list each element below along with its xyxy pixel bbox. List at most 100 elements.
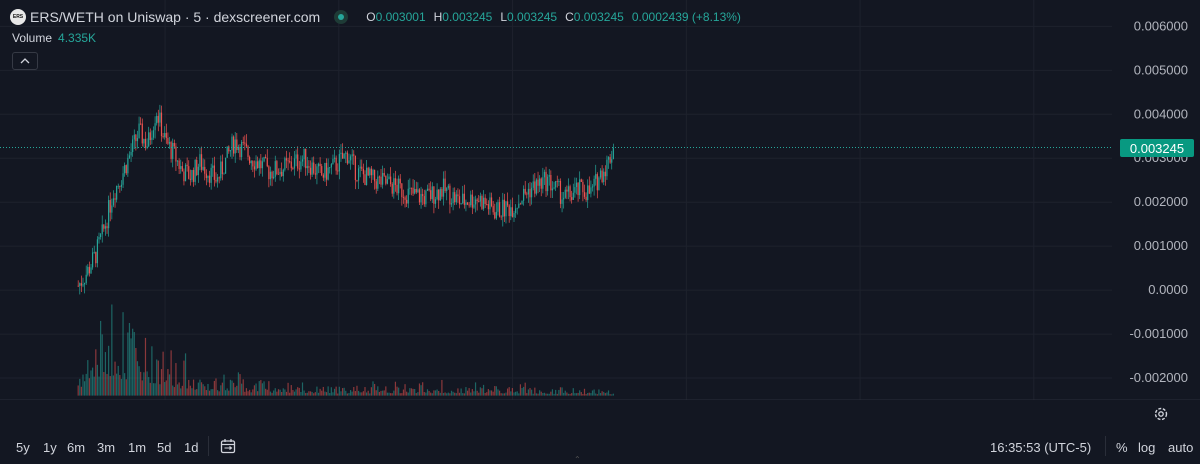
candle-body [208, 175, 211, 183]
candle-body [250, 161, 252, 164]
candle-body [178, 160, 180, 169]
volume-bar [337, 393, 339, 396]
timeframe-5y[interactable]: 5y [16, 440, 30, 455]
volume-bar [575, 393, 578, 396]
volume-bar [572, 388, 574, 396]
volume-bar [526, 393, 528, 396]
volume-bar [412, 388, 414, 396]
timeframe-5d[interactable]: 5d [157, 440, 172, 455]
volume-bar [599, 393, 602, 396]
candle-body [473, 204, 475, 208]
candle-body [588, 185, 590, 194]
volume-bar [356, 385, 358, 396]
candle-body [575, 182, 578, 188]
volume-bar [116, 373, 118, 396]
candle-body [508, 205, 510, 217]
timeframe-1d[interactable]: 1d [184, 440, 199, 455]
candle-body [335, 157, 337, 171]
candle-body [136, 138, 139, 142]
volume-bar [502, 393, 504, 396]
candle-body [382, 172, 384, 185]
y-tick-label: 0.002000 [1134, 194, 1188, 209]
volume-bar [607, 390, 610, 396]
volume-bar [516, 391, 518, 396]
candle-body [151, 137, 153, 141]
gear-icon[interactable] [1153, 406, 1169, 422]
volume-bar [160, 369, 163, 396]
volume-bar [112, 375, 115, 396]
candle-body [455, 194, 457, 203]
volume-bar [527, 389, 530, 396]
candle-body [511, 207, 513, 218]
volume-bar [417, 392, 419, 396]
timeframe-1y[interactable]: 1y [43, 440, 57, 455]
timeframe-3m[interactable]: 3m [97, 440, 116, 455]
volume-bar [500, 393, 502, 396]
volume-bar [351, 391, 353, 396]
volume-bar [194, 389, 196, 396]
candle-body [527, 188, 530, 195]
candle-body [80, 283, 82, 286]
timeframe-6m[interactable]: 6m [67, 440, 86, 455]
volume-bar [447, 392, 449, 396]
volume-bar [550, 391, 552, 396]
clock-timezone[interactable]: 16:35:53 (UTC-5) [990, 440, 1092, 455]
toolbar-divider [1105, 436, 1106, 456]
log-scale-button[interactable]: log [1138, 440, 1156, 455]
volume-bar [292, 389, 294, 396]
auto-scale-button[interactable]: auto [1168, 440, 1194, 455]
collapse-legend-button[interactable] [12, 52, 38, 70]
candle-body [394, 178, 397, 185]
candle-body [216, 177, 219, 182]
candle-body [253, 166, 256, 170]
candle-body [149, 132, 151, 141]
candle-body [83, 283, 86, 285]
candle-body [571, 197, 573, 200]
candle-body [148, 132, 150, 147]
price-chart[interactable]: 0.0060000.0050000.0040000.0030000.002000… [0, 0, 1200, 400]
candle-body [319, 163, 321, 167]
candle-body [125, 165, 127, 174]
volume-bar [436, 389, 438, 396]
candle-body [241, 142, 243, 158]
resize-handle[interactable]: ⌃ [574, 455, 581, 464]
candle-body [181, 166, 183, 172]
candle-body [79, 283, 81, 286]
candle-body [561, 199, 563, 204]
volume-bar [218, 391, 220, 396]
volume-bar [473, 391, 475, 396]
candle-body [574, 187, 576, 193]
calendar-range-icon[interactable] [220, 438, 236, 454]
volume-bar [458, 392, 461, 396]
volume-bar [441, 379, 443, 396]
candle-body [378, 176, 381, 178]
volume-bar [306, 392, 308, 396]
candle-body [590, 187, 592, 194]
volume-bar [442, 393, 445, 396]
candle-body [141, 123, 143, 144]
candle-body [204, 166, 206, 174]
volume-bar [330, 387, 332, 396]
last-price-label: 0.003245 [1120, 139, 1194, 157]
volume-bar [130, 338, 132, 396]
percent-scale-button[interactable]: % [1116, 440, 1128, 455]
candle-body [140, 123, 142, 125]
candle-body [490, 197, 493, 207]
volume-bar [244, 391, 246, 396]
timeframe-1m[interactable]: 1m [128, 440, 147, 455]
volume-bar [556, 393, 558, 396]
candle-body [173, 142, 175, 147]
volume-bar [539, 390, 541, 396]
volume-bar [402, 389, 405, 396]
volume-bar [345, 390, 347, 396]
candle-body [316, 166, 318, 175]
candle-body [117, 185, 119, 187]
candle-body [505, 201, 507, 217]
volume-bar [247, 391, 249, 396]
visibility-toggle-icon[interactable] [334, 10, 349, 24]
candle-body [550, 175, 552, 191]
candle-body [338, 154, 340, 172]
candle-body [452, 192, 454, 204]
volume-bar [234, 387, 236, 396]
candle-body [277, 174, 280, 175]
